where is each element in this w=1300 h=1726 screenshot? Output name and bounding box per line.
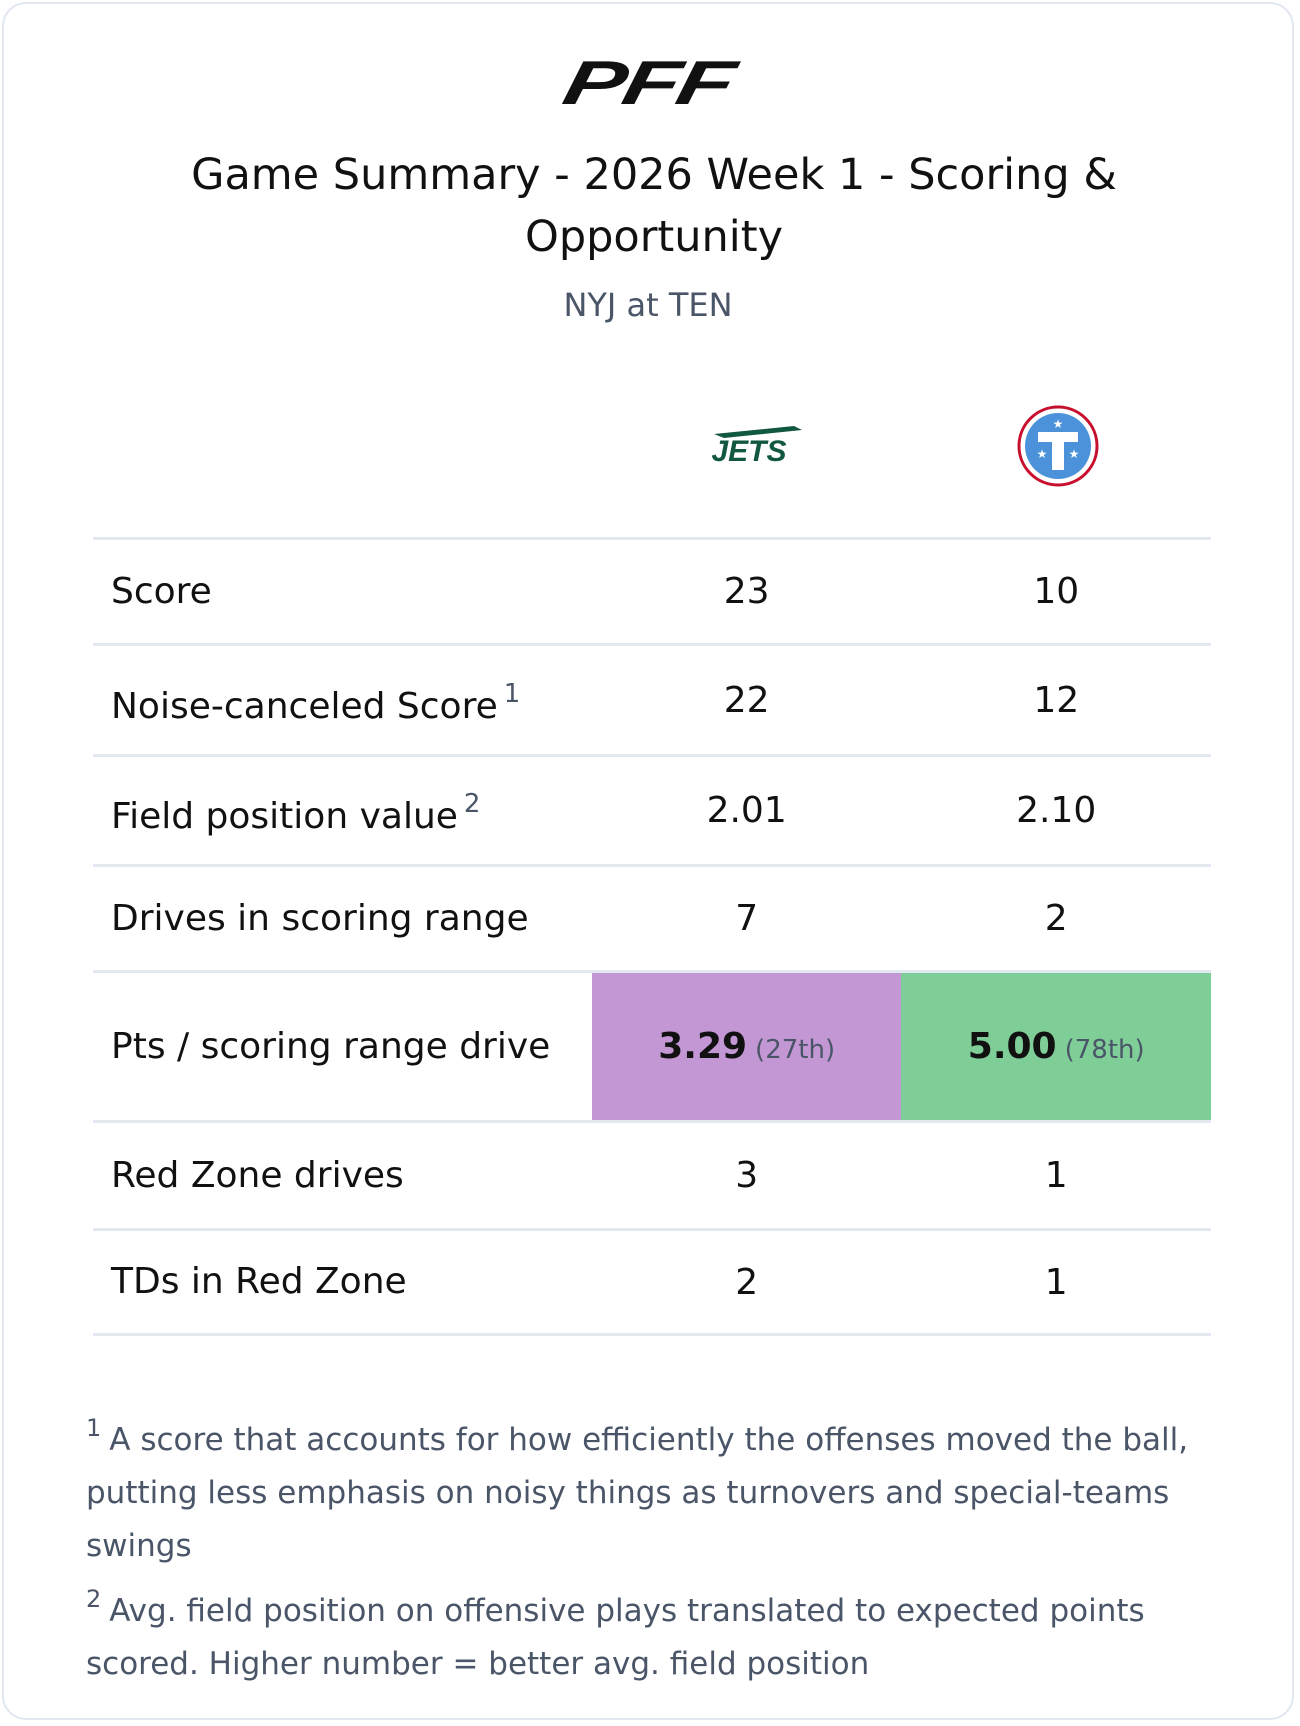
value-cell: 22 — [591, 643, 902, 757]
table-row: Score 23 10 — [93, 537, 1211, 646]
title: Game Summary - 2026 Week 1 - Scoring & O… — [191, 150, 1117, 262]
footnote-text: Avg. field position on offensive plays t… — [86, 1593, 1145, 1682]
svg-text:★: ★ — [1037, 447, 1048, 461]
table-row: Red Zone drives 3 1 — [93, 1120, 1211, 1231]
footnote-ref: 2 — [463, 789, 481, 819]
footnote-marker: 2 — [86, 1585, 102, 1613]
table-row: Pts / scoring range drive 3.29 (27th) 5.00(… — [93, 970, 1211, 1123]
value: 5.00 — [967, 1026, 1057, 1067]
svg-text:★: ★ — [1053, 417, 1064, 431]
jets-wordmark: JETS — [711, 435, 786, 468]
table-row: Noise-canceled Score 1 22 12 — [93, 643, 1211, 757]
table-row: TDs in Red Zone 2 1 — [93, 1228, 1211, 1336]
value: 10 — [1033, 571, 1080, 612]
value: 23 — [723, 571, 770, 612]
svg-text:★: ★ — [1069, 447, 1080, 461]
value-cell: 2 — [901, 864, 1211, 973]
value: 7 — [735, 898, 759, 939]
row-label-text: Red Zone drives — [111, 1154, 404, 1196]
row-label-text: Drives in scoring range — [111, 897, 529, 939]
row-label-text: Noise-canceled Score — [111, 685, 498, 727]
value-cell: 2 — [591, 1228, 902, 1336]
value-cell: 10 — [901, 537, 1211, 646]
value-cell: 7 — [591, 864, 902, 973]
value: 2.10 — [1016, 790, 1097, 831]
footnote-ref: 1 — [503, 678, 521, 709]
row-label: Score — [93, 537, 592, 646]
row-label: Noise-canceled Score 1 — [93, 643, 592, 757]
table-row: Drives in scoring range 7 2 — [93, 864, 1211, 973]
value-cell: 12 — [901, 643, 1211, 757]
value-cell: 3.29 (27th) — [591, 970, 902, 1123]
rank: (27th) — [755, 1035, 836, 1065]
row-label-text: Score — [111, 570, 212, 612]
value: 3 — [735, 1155, 759, 1196]
footnote: 2 Avg. field position on offensive plays … — [86, 1573, 1216, 1691]
value-cell: 2.10 — [901, 754, 1211, 867]
footnote-text: A score that accounts for how efficientl… — [86, 1422, 1189, 1564]
value: 12 — [1033, 679, 1080, 721]
value-cell: 1 — [901, 1228, 1211, 1336]
value: 1 — [1044, 1261, 1068, 1303]
row-label-text: TDs in Red Zone — [111, 1261, 407, 1302]
value-cell: 23 — [591, 537, 902, 646]
value-cell: 5.00 (78th) — [901, 970, 1211, 1123]
row-label: Pts / scoring range drive — [93, 970, 592, 1123]
footnote-marker: 1 — [86, 1414, 102, 1442]
table-row: Field position value 2 2.01 2.10 — [93, 754, 1211, 867]
row-label-text: Field position value — [111, 796, 458, 837]
jets-logo: JETS — [711, 426, 802, 468]
value: 2 — [735, 1261, 759, 1303]
value: 2 — [1044, 898, 1068, 939]
row-label: Red Zone drives — [93, 1120, 592, 1231]
pff-logo: PFF — [557, 49, 739, 118]
value-cell: 3 — [591, 1120, 902, 1231]
titans-logo: ★ ★ ★ — [1017, 405, 1099, 487]
stats-table: Score 23 10 Noise-canceled Score 1 22 12 Field … — [93, 537, 1211, 1336]
value-cell: 1 — [901, 1120, 1211, 1231]
value: 3.29 — [658, 1026, 748, 1067]
value: 2.01 — [706, 790, 787, 831]
value-cell: 2.01 — [591, 754, 902, 867]
value: 22 — [723, 679, 770, 721]
row-label: TDs in Red Zone — [93, 1228, 592, 1336]
row-label: Drives in scoring range — [93, 864, 592, 973]
value: 1 — [1044, 1155, 1068, 1196]
row-label: Field position value 2 — [93, 754, 592, 867]
row-label-text: Pts / scoring range drive — [111, 1025, 551, 1067]
subtitle: NYJ at TEN — [563, 286, 733, 324]
rank: (78th) — [1064, 1035, 1145, 1065]
